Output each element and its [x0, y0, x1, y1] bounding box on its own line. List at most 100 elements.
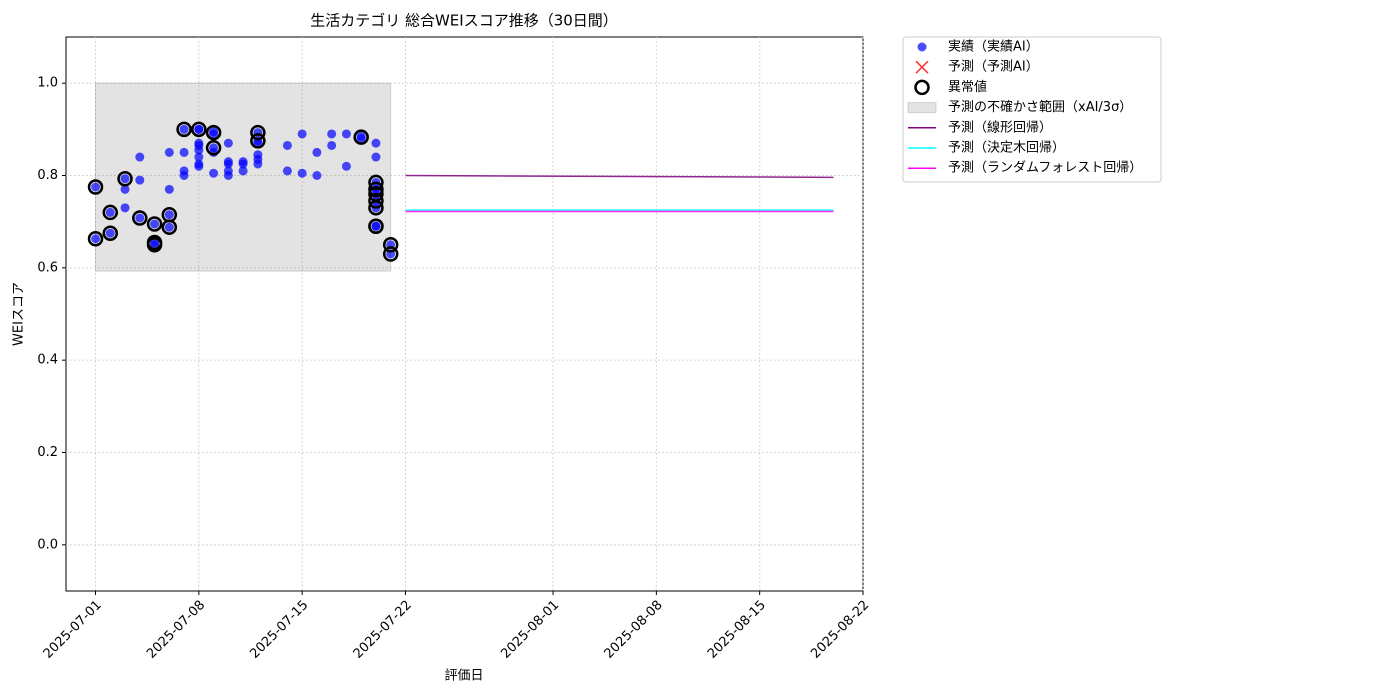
x-tick-label: 2025-08-22	[808, 598, 872, 662]
data-point	[194, 145, 204, 155]
data-point	[297, 168, 307, 178]
data-point	[179, 124, 189, 134]
data-point	[87, 230, 104, 247]
legend-marker	[914, 79, 930, 96]
legend-label: 予測（決定木回帰）	[948, 140, 1065, 156]
data-point	[356, 134, 366, 144]
data-point	[368, 218, 384, 235]
data-point	[341, 129, 351, 139]
data-point	[223, 171, 233, 180]
data-point	[223, 157, 233, 167]
data-point	[120, 174, 130, 184]
data-point	[368, 181, 384, 198]
data-point	[327, 140, 337, 150]
data-point	[179, 147, 189, 157]
y-tick-label: 0.8	[37, 168, 58, 183]
data-point	[371, 152, 381, 162]
y-tick-label: 0.2	[37, 445, 58, 460]
data-point	[371, 221, 381, 231]
data-point	[205, 124, 222, 141]
data-point	[102, 225, 119, 241]
data-point	[102, 204, 119, 221]
data-point	[91, 182, 101, 192]
legend-label: 予測（線形回帰）	[948, 119, 1052, 135]
x-tick-label: 2025-07-01	[41, 598, 105, 662]
data-point	[282, 166, 292, 176]
data-point	[327, 129, 337, 139]
legend-label: 異常値	[948, 79, 987, 95]
data-point	[253, 154, 263, 164]
legend-swatch	[907, 102, 937, 114]
data-point	[194, 124, 204, 134]
data-point	[297, 129, 307, 139]
chart-title: 生活カテゴリ 総合WEIスコア推移（30日間）	[310, 12, 618, 30]
legend-label: 実績（実績AI）	[948, 39, 1039, 55]
data-point	[164, 184, 174, 194]
data-point	[135, 152, 145, 162]
data-point	[150, 240, 160, 250]
data-point	[161, 219, 178, 235]
data-point	[194, 159, 204, 169]
legend-label: 予測（予測AI）	[948, 60, 1039, 75]
data-point	[135, 213, 145, 223]
x-tick-label: 2025-07-08	[144, 598, 208, 662]
data-point	[223, 138, 233, 148]
data-point	[91, 234, 101, 244]
data-point	[194, 152, 204, 162]
data-point	[194, 138, 204, 148]
data-point	[205, 140, 222, 156]
x-tick-label: 2025-07-22	[351, 598, 415, 662]
y-tick-label: 0.0	[37, 537, 58, 552]
y-tick-label: 0.6	[37, 260, 58, 275]
data-point	[87, 179, 104, 195]
data-point	[191, 121, 207, 138]
x-tick-label: 2025-08-15	[705, 598, 769, 662]
data-point	[382, 246, 399, 262]
data-point	[312, 147, 322, 157]
data-point	[105, 228, 115, 238]
data-point	[120, 184, 130, 194]
data-point	[382, 237, 399, 253]
data-point	[164, 222, 174, 232]
data-point	[146, 237, 163, 253]
x-tick-label: 2025-07-15	[247, 598, 311, 662]
data-point	[312, 171, 322, 180]
y-tick-label: 1.0	[37, 76, 58, 91]
data-point	[250, 124, 266, 141]
data-point	[164, 210, 174, 220]
data-point	[117, 170, 133, 187]
data-point	[368, 193, 384, 209]
data-point	[353, 129, 369, 145]
legend-box	[902, 36, 1162, 183]
data-point	[238, 157, 248, 167]
data-point	[341, 161, 351, 171]
data-point	[135, 175, 145, 185]
data-point	[150, 219, 160, 229]
data-point	[209, 168, 219, 178]
data-point	[176, 121, 192, 138]
data-point	[120, 203, 130, 213]
x-tick-label: 2025-08-01	[498, 598, 562, 662]
legend-marker	[915, 60, 929, 74]
data-point	[164, 147, 174, 157]
y-axis-label: WEIスコア	[12, 282, 27, 346]
data-point	[371, 138, 381, 148]
data-point	[209, 129, 219, 139]
data-point	[132, 210, 148, 226]
data-point	[238, 166, 248, 176]
data-point	[179, 171, 189, 180]
x-axis-label: 評価日	[444, 669, 483, 684]
x-tick-label: 2025-08-08	[602, 598, 666, 662]
legend-marker	[917, 42, 927, 52]
data-point	[368, 200, 384, 216]
data-point	[282, 140, 292, 150]
legend-label: 予測の不確かさ範囲（xAI/3σ）	[948, 99, 1132, 115]
y-tick-label: 0.4	[37, 353, 58, 368]
data-point	[250, 133, 266, 149]
legend-label: 予測（ランダムフォレスト回帰）	[948, 160, 1142, 176]
data-point	[105, 207, 115, 217]
data-point	[368, 174, 384, 191]
prediction-line	[405, 174, 834, 179]
